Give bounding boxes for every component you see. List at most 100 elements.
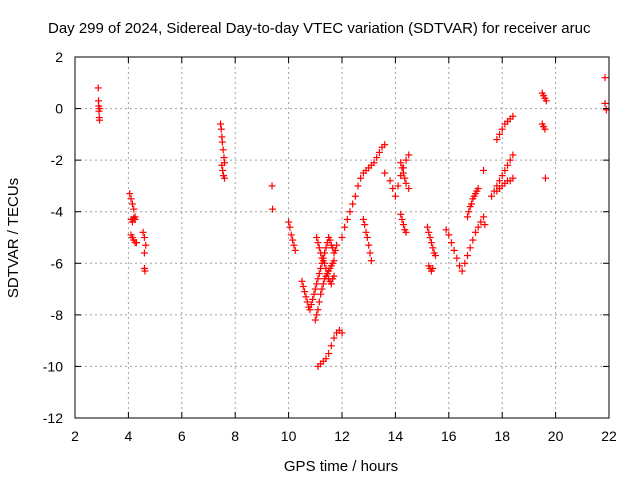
x-tick-label: 16 (441, 428, 457, 444)
data-point (140, 249, 148, 257)
x-tick-label: 10 (281, 428, 297, 444)
data-point (399, 221, 407, 229)
data-point (142, 241, 150, 249)
data-point (498, 172, 506, 180)
data-point (465, 208, 473, 216)
x-tick-label: 14 (388, 428, 404, 444)
data-point (307, 301, 315, 309)
data-point (450, 246, 458, 254)
data-point (461, 259, 469, 267)
data-point (219, 166, 227, 174)
data-point (405, 151, 413, 159)
data-point (474, 223, 482, 231)
data-point (398, 164, 406, 172)
data-point (322, 244, 330, 252)
data-point (291, 246, 299, 254)
x-tick-label: 20 (548, 428, 564, 444)
x-tick-label: 6 (178, 428, 186, 444)
y-tick-label: -4 (51, 204, 64, 220)
data-point (488, 192, 496, 200)
data-point (315, 270, 323, 278)
data-point (318, 285, 326, 293)
data-point (126, 190, 134, 198)
data-point (366, 249, 374, 257)
data-point (480, 166, 488, 174)
data-point (269, 205, 277, 213)
data-point (130, 205, 138, 213)
y-tick-label: -8 (51, 307, 64, 323)
data-point (290, 241, 298, 249)
data-point (498, 125, 506, 133)
data-point (509, 174, 517, 182)
data-point (447, 239, 455, 247)
data-point (363, 234, 371, 241)
data-point (370, 159, 378, 167)
data-point (354, 182, 362, 190)
data-point (132, 239, 140, 247)
data-point (501, 166, 509, 174)
data-point (381, 169, 389, 177)
data-point (314, 239, 322, 247)
data-point (445, 231, 453, 239)
data-point (330, 334, 338, 342)
x-tick-label: 22 (601, 428, 617, 444)
data-point (394, 182, 402, 190)
data-point (509, 151, 517, 159)
data-point (453, 254, 461, 262)
data-point (338, 234, 346, 241)
data-point (303, 298, 311, 306)
data-point (397, 210, 405, 218)
data-point (298, 277, 306, 285)
data-point (472, 228, 479, 236)
data-point (268, 182, 276, 190)
data-point (426, 234, 434, 241)
x-tick-label: 12 (334, 428, 350, 444)
data-point (140, 234, 148, 241)
y-tick-label: 0 (55, 101, 63, 117)
data-point (346, 208, 354, 216)
data-point (299, 282, 307, 290)
data-point (287, 231, 295, 239)
data-point (96, 105, 104, 113)
data-point (327, 342, 335, 350)
data-point (289, 236, 297, 244)
data-point (506, 156, 514, 164)
data-point (429, 244, 437, 252)
x-axis-title: GPS time / hours (284, 458, 398, 475)
data-point (362, 228, 370, 236)
data-point (466, 244, 474, 252)
data-point (221, 174, 229, 182)
data-point (330, 272, 338, 280)
chart-title: Day 299 of 2024, Sidereal Day-to-day VTE… (48, 20, 591, 37)
data-point (314, 306, 322, 314)
x-tick-label: 4 (125, 428, 133, 444)
data-point (381, 141, 389, 149)
data-point (477, 218, 485, 226)
data-point (311, 285, 319, 293)
data-point (375, 148, 383, 156)
data-point (402, 228, 410, 236)
data-points (94, 74, 610, 370)
data-point (442, 226, 450, 234)
data-point (504, 161, 512, 169)
data-point (541, 174, 549, 182)
data-point (386, 177, 394, 185)
data-point (131, 215, 139, 223)
data-point (321, 259, 329, 267)
y-axis-title: SDTVAR / TECUs (5, 178, 22, 298)
data-point (313, 234, 321, 241)
data-point (373, 154, 381, 162)
data-point (331, 246, 339, 254)
data-point (218, 161, 226, 169)
data-point (496, 130, 504, 138)
data-point (315, 298, 323, 306)
data-point (313, 280, 321, 288)
data-point (217, 125, 225, 133)
y-tick-label: -2 (51, 152, 64, 168)
data-point (496, 177, 504, 185)
data-point (402, 179, 410, 187)
data-point (326, 236, 334, 244)
data-point (474, 185, 482, 193)
data-point (127, 195, 135, 203)
